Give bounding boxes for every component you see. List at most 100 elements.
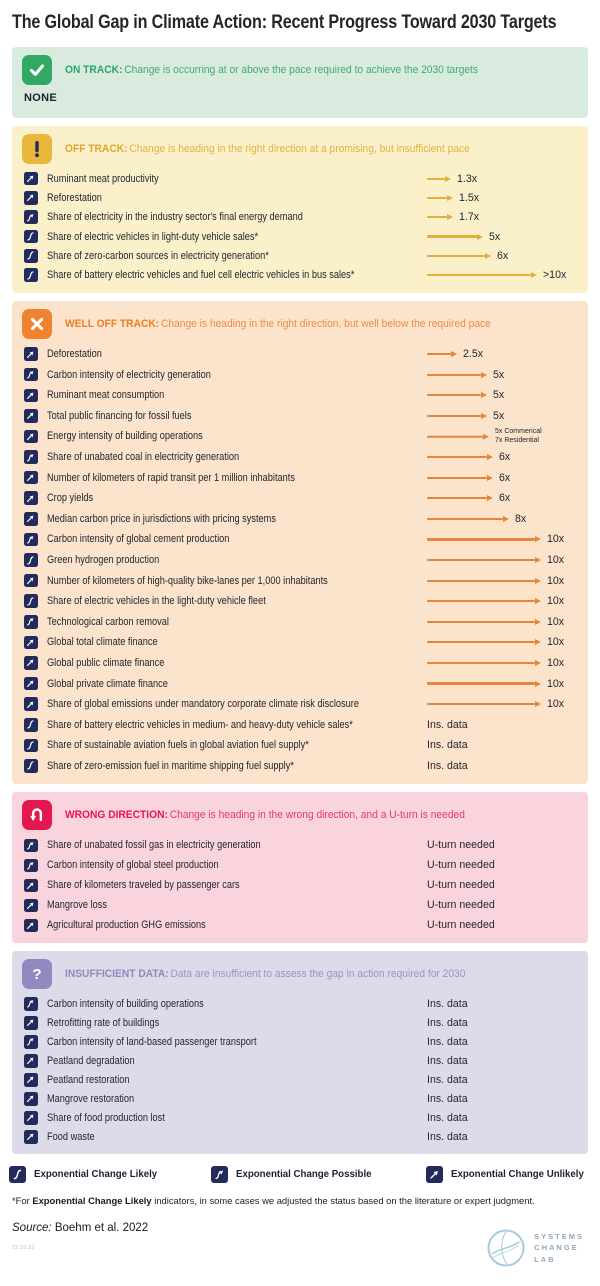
- indicator-row: Crop yields 6x: [24, 488, 578, 509]
- indicator-row: Share of zero-carbon sources in electric…: [24, 246, 578, 265]
- indicator-row: Share of sustainable aviation fuels in g…: [24, 735, 578, 756]
- exponential-change-possible-icon: [24, 532, 38, 547]
- check-icon: [22, 55, 52, 85]
- exponential-change-likely-icon: [9, 1166, 26, 1183]
- pace-value: U-turn needed: [427, 919, 495, 932]
- infographic: The Global Gap in Climate Action: Recent…: [0, 12, 600, 1251]
- exponential-change-possible-icon: [24, 1035, 38, 1049]
- indicator-label: Share of unabated fossil gas in electric…: [46, 839, 261, 852]
- section-description: Data are insufficient to assess the gap …: [170, 968, 466, 981]
- pace-value: 6x: [497, 249, 509, 262]
- indicator-row: Mangrove loss U-turn needed: [24, 895, 578, 915]
- indicator-row: Global private climate finance 10x: [24, 673, 578, 694]
- section-description: Change is heading in the right direction…: [129, 143, 470, 155]
- exponential-change-unlikely-icon: [24, 898, 38, 912]
- indicator-label: Mangrove loss: [46, 899, 107, 912]
- section-heading: WELL OFF TRACK: Change is heading in the …: [65, 318, 491, 330]
- exponential-change-likely-icon: [24, 759, 38, 773]
- exponential-change-unlikely-icon: [24, 409, 38, 423]
- pace-value: U-turn needed: [427, 899, 495, 912]
- indicator-list: Share of unabated fossil gas in electric…: [22, 834, 578, 937]
- pace-value: Ins. data: [427, 739, 468, 752]
- pace-indicator: 10x: [427, 678, 564, 690]
- section-heading: WRONG DIRECTION: Change is heading in the…: [65, 809, 465, 821]
- section-label: INSUFFICIENT DATA:: [65, 968, 169, 981]
- section-off-track: OFF TRACK: Change is heading in the right…: [12, 126, 588, 293]
- exponential-change-unlikely-icon: [24, 1111, 38, 1125]
- indicator-label: Share of sustainable aviation fuels in g…: [46, 739, 309, 752]
- section-label: OFF TRACK:: [65, 143, 128, 155]
- indicator-list: Deforestation 2.5x Carbon intensity of e…: [22, 343, 578, 778]
- indicator-label: Total public financing for fossil fuels: [46, 409, 191, 422]
- exponential-change-unlikely-icon: [24, 1073, 38, 1087]
- exponential-change-unlikely-icon: [24, 491, 38, 505]
- indicator-row: Peatland restoration Ins. data: [24, 1070, 578, 1089]
- pace-indicator: 1.3x: [427, 173, 477, 185]
- pace-indicator: Ins. data: [427, 1036, 468, 1048]
- pace-value: 10x: [547, 636, 565, 649]
- pace-value: Ins. data: [427, 997, 468, 1010]
- pace-indicator: 10x: [427, 616, 564, 628]
- exponential-change-unlikely-icon: [24, 512, 38, 526]
- pace-indicator: 6x: [427, 451, 510, 463]
- pace-arrow: [427, 194, 453, 201]
- exponential-change-legend: Exponential Change Likely Exponential Cha…: [9, 1166, 588, 1183]
- pace-indicator: U-turn needed: [427, 859, 495, 871]
- pace-arrow: [427, 371, 487, 378]
- pace-arrow: [427, 515, 509, 522]
- pace-value: >10x: [543, 269, 567, 282]
- indicator-label: Median carbon price in jurisdictions wit…: [46, 512, 276, 525]
- exponential-change-possible-icon: [24, 367, 38, 382]
- exponential-change-unlikely-icon: [24, 918, 38, 932]
- footnote-bold-text: Exponential Change Likely: [32, 1194, 152, 1206]
- indicator-label: Peatland restoration: [46, 1073, 130, 1086]
- pace-indicator: Ins. data: [427, 998, 468, 1010]
- indicator-label: Global total climate finance: [46, 636, 158, 649]
- pace-value: 5x Commerical 7x Residential: [495, 428, 542, 444]
- source-label: Source:: [12, 1221, 52, 1234]
- pace-indicator: 6x: [427, 250, 508, 262]
- indicator-label: Share of kilometers traveled by passenge…: [46, 879, 240, 892]
- exponential-change-unlikely-icon: [24, 676, 38, 691]
- pace-arrow: [427, 351, 457, 358]
- exponential-change-unlikely-icon: [24, 878, 38, 892]
- pace-arrow: [427, 680, 541, 687]
- pace-arrow: [427, 577, 541, 584]
- logo-text: SYSTEMS CHANGE LAB: [534, 1231, 584, 1264]
- section-description: Change is heading in the wrong direction…: [169, 809, 465, 822]
- section-wrong-direction: WRONG DIRECTION: Change is heading in the…: [12, 792, 588, 944]
- indicator-row: Green hydrogen production 10x: [24, 550, 578, 571]
- exponential-change-unlikely-icon: [24, 1016, 38, 1030]
- exponential-change-likely-icon: [24, 553, 38, 567]
- uturn-icon: [22, 800, 52, 831]
- pace-indicator: 5x: [427, 231, 500, 243]
- indicator-label: Share of battery electric vehicles in me…: [46, 718, 353, 731]
- indicator-label: Reforestation: [46, 191, 102, 204]
- indicator-row: Share of unabated coal in electricity ge…: [24, 447, 578, 468]
- pace-value: U-turn needed: [427, 839, 495, 852]
- pace-value: Ins. data: [427, 1054, 468, 1067]
- pace-value: U-turn needed: [427, 859, 495, 872]
- pace-value: 10x: [547, 595, 565, 608]
- pace-indicator: >10x: [427, 269, 566, 281]
- indicator-label: Share of food production lost: [46, 1111, 165, 1124]
- exponential-change-unlikely-icon: [24, 470, 38, 485]
- exponential-change-likely-icon: [24, 738, 38, 753]
- pace-arrow: [427, 639, 541, 646]
- exponential-change-unlikely-icon: [24, 573, 38, 588]
- pace-value: 5x: [493, 368, 505, 381]
- section-header: OFF TRACK: Change is heading in the right…: [22, 134, 578, 164]
- none-label: NONE: [24, 92, 57, 104]
- indicator-list: Ruminant meat productivity 1.3x Reforest…: [22, 168, 578, 287]
- pace-indicator: U-turn needed: [427, 839, 495, 851]
- pace-arrow: [427, 272, 537, 279]
- indicator-label: Share of zero-carbon sources in electric…: [46, 249, 269, 262]
- indicator-label: Share of electric vehicles in the light-…: [46, 595, 266, 608]
- indicator-label: Share of battery electric vehicles and f…: [46, 269, 354, 282]
- pace-indicator: 10x: [427, 657, 564, 669]
- pace-arrow: [427, 701, 541, 708]
- pace-value: 1.7x: [459, 211, 480, 224]
- pace-arrow: [427, 659, 541, 666]
- pace-value: 10x: [547, 698, 565, 711]
- indicator-label: Deforestation: [46, 348, 102, 361]
